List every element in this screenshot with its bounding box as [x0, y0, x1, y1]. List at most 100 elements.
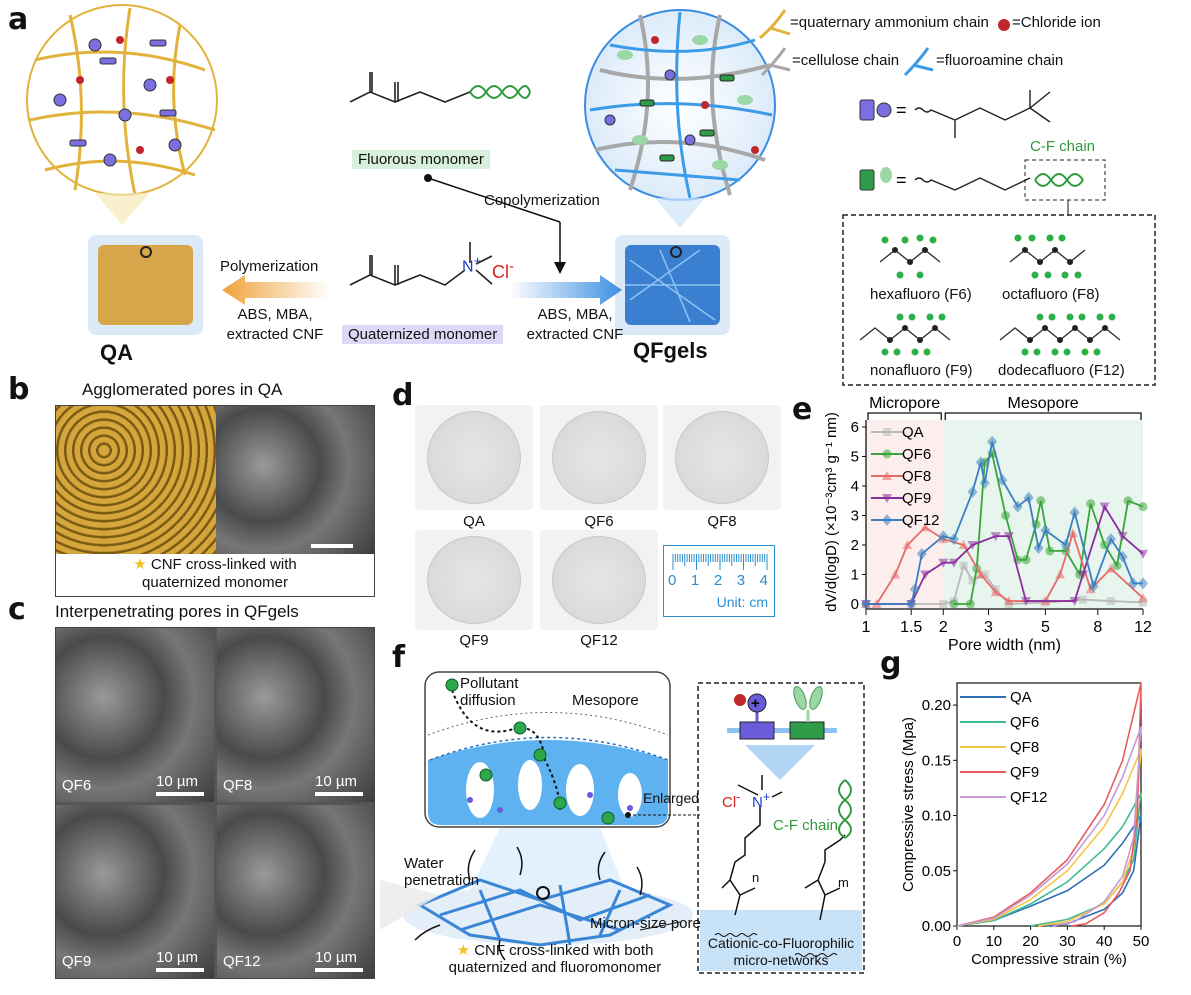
sample-photo-qf9 [415, 530, 533, 630]
cl-symbol: Cl [492, 262, 509, 282]
network-label: Cationic-co-Fluorophilic micro-networks [700, 935, 862, 969]
data-point-qf12 [906, 598, 917, 610]
caption-line: CNF cross-linked with [150, 556, 297, 573]
sample-label: QF12 [580, 632, 618, 649]
x-tick-label: 40 [1096, 933, 1113, 950]
reagents-line: ABS, MBA, [537, 306, 613, 323]
data-point-qf6 [1100, 540, 1110, 550]
panel-label-g: g [880, 646, 902, 681]
data-point-qf12 [948, 533, 959, 546]
data-point-qf8 [1003, 596, 1014, 606]
y-tick-label: 0 [851, 596, 859, 613]
caption-line: quaternized monomer [142, 574, 288, 591]
x-tick-label: 2 [939, 619, 948, 636]
data-point-qf12 [1069, 506, 1080, 519]
sample-photo-qa [415, 405, 533, 510]
data-point-qf12 [861, 598, 871, 610]
data-point-qf9 [1099, 502, 1110, 512]
panel-f-caption: ★ CNF cross-linked with both quaternized … [425, 942, 685, 976]
data-point-qa [1106, 597, 1115, 606]
sem-label: QF6 [62, 777, 92, 794]
polymerization-label: Polymerization [220, 258, 319, 275]
legend-and-structures: = = [759, 9, 1156, 386]
scale-label: 10 µm [156, 773, 198, 790]
sample-label: QF9 [459, 632, 489, 649]
qfgels-label: QFgels [633, 338, 708, 363]
series-line-qf8 [866, 526, 1144, 605]
data-point-qf9 [1003, 532, 1014, 542]
data-point-qf8 [1138, 593, 1148, 603]
ruler-unit: Unit: cm [716, 594, 768, 610]
sample-label: QF8 [707, 513, 737, 530]
data-point-qa [939, 600, 948, 608]
star-icon: ★ [456, 942, 471, 959]
legend-label-qf12: QF12 [1010, 789, 1048, 806]
data-point-qf12 [909, 583, 920, 596]
caption-line: CNF cross-linked with both [474, 942, 654, 959]
text-line: micro-networks [733, 952, 829, 968]
micron-pore-label: Micron-size pore [590, 915, 701, 932]
scale-label: 10 µm [156, 949, 198, 966]
sem-label: QF8 [223, 777, 253, 794]
panel-b-caption: ★ CNF cross-linked with quaternized mono… [56, 556, 374, 592]
sample-photo-qf12 [540, 530, 658, 630]
x-tick-label: 30 [1059, 933, 1076, 950]
region-micropore [866, 420, 944, 609]
series-line-qf12 [866, 441, 1143, 605]
y-tick-label: 0.15 [922, 752, 951, 769]
legend-marker [882, 494, 892, 503]
fluoro-f6: hexafluoro (F6) [870, 286, 972, 303]
data-point-qf12 [1088, 580, 1099, 593]
legend-marker [882, 449, 892, 459]
data-point-qf12 [979, 477, 990, 490]
data-point-qf8 [902, 540, 913, 549]
y-axis-label: dV/d(logD) (×10⁻³cm³ g⁻¹ nm) [823, 412, 840, 612]
reagents-right: ABS, MBA, extracted CNF [515, 305, 635, 345]
data-point-qf12 [1012, 500, 1023, 513]
panel-label-c: c [8, 592, 26, 627]
cf-chain-label: C-F chain [1030, 138, 1096, 155]
panel-label-a: a [8, 2, 29, 37]
fluoro-f9: nonafluoro (F9) [870, 362, 973, 379]
y-axis-label: Compressive stress (Mpa) [900, 717, 917, 892]
y-tick-label: 6 [851, 419, 859, 436]
enlarged-label: Enlarged [643, 790, 700, 806]
cl-charge: - [736, 790, 741, 804]
ruler-tick: 2 [713, 572, 723, 589]
data-point-qf9 [1138, 549, 1148, 559]
data-point-qf6 [1036, 496, 1046, 506]
data-point-qf6 [1021, 555, 1031, 565]
series-curve-qa [956, 814, 1142, 927]
data-point-qf6 [965, 599, 975, 609]
x-axis-label: Compressive strain (%) [971, 951, 1127, 968]
x-tick-label: 50 [1133, 933, 1150, 950]
text-line: Cationic-co-Fluorophilic [707, 935, 855, 951]
data-point-qf12 [975, 456, 986, 469]
y-tick-label: 0.20 [922, 697, 951, 714]
scale-label: 10 µm [315, 773, 357, 790]
panel-c-title: Interpenetrating pores in QFgels [55, 602, 299, 621]
sample-photo-qf6 [540, 405, 658, 510]
y-tick-label: 0.00 [922, 918, 951, 935]
data-point-qf12 [967, 485, 978, 498]
data-point-qf12 [997, 474, 1008, 487]
sample-photo-qf8 [663, 405, 781, 510]
subscript-m: m [838, 875, 849, 890]
panel-label-e: e [792, 392, 813, 427]
data-point-qf6 [1045, 546, 1055, 556]
y-tick-label: 5 [851, 449, 859, 466]
data-point-qf6 [1123, 496, 1133, 506]
ruler-tick: 3 [736, 572, 746, 589]
y-tick-label: 4 [851, 478, 859, 495]
x-axis-label: Pore width (nm) [948, 637, 1061, 654]
legend-label-qf8: QF8 [902, 468, 931, 485]
data-point-qf12 [1105, 533, 1116, 546]
legend-fluoroamine: =fluoroamine chain [936, 52, 1064, 69]
fluoro-f8: octafluoro (F8) [1002, 286, 1100, 303]
x-tick-label: 1 [862, 619, 871, 636]
data-point-qf12 [1060, 539, 1071, 551]
data-point-qf9 [967, 541, 978, 550]
